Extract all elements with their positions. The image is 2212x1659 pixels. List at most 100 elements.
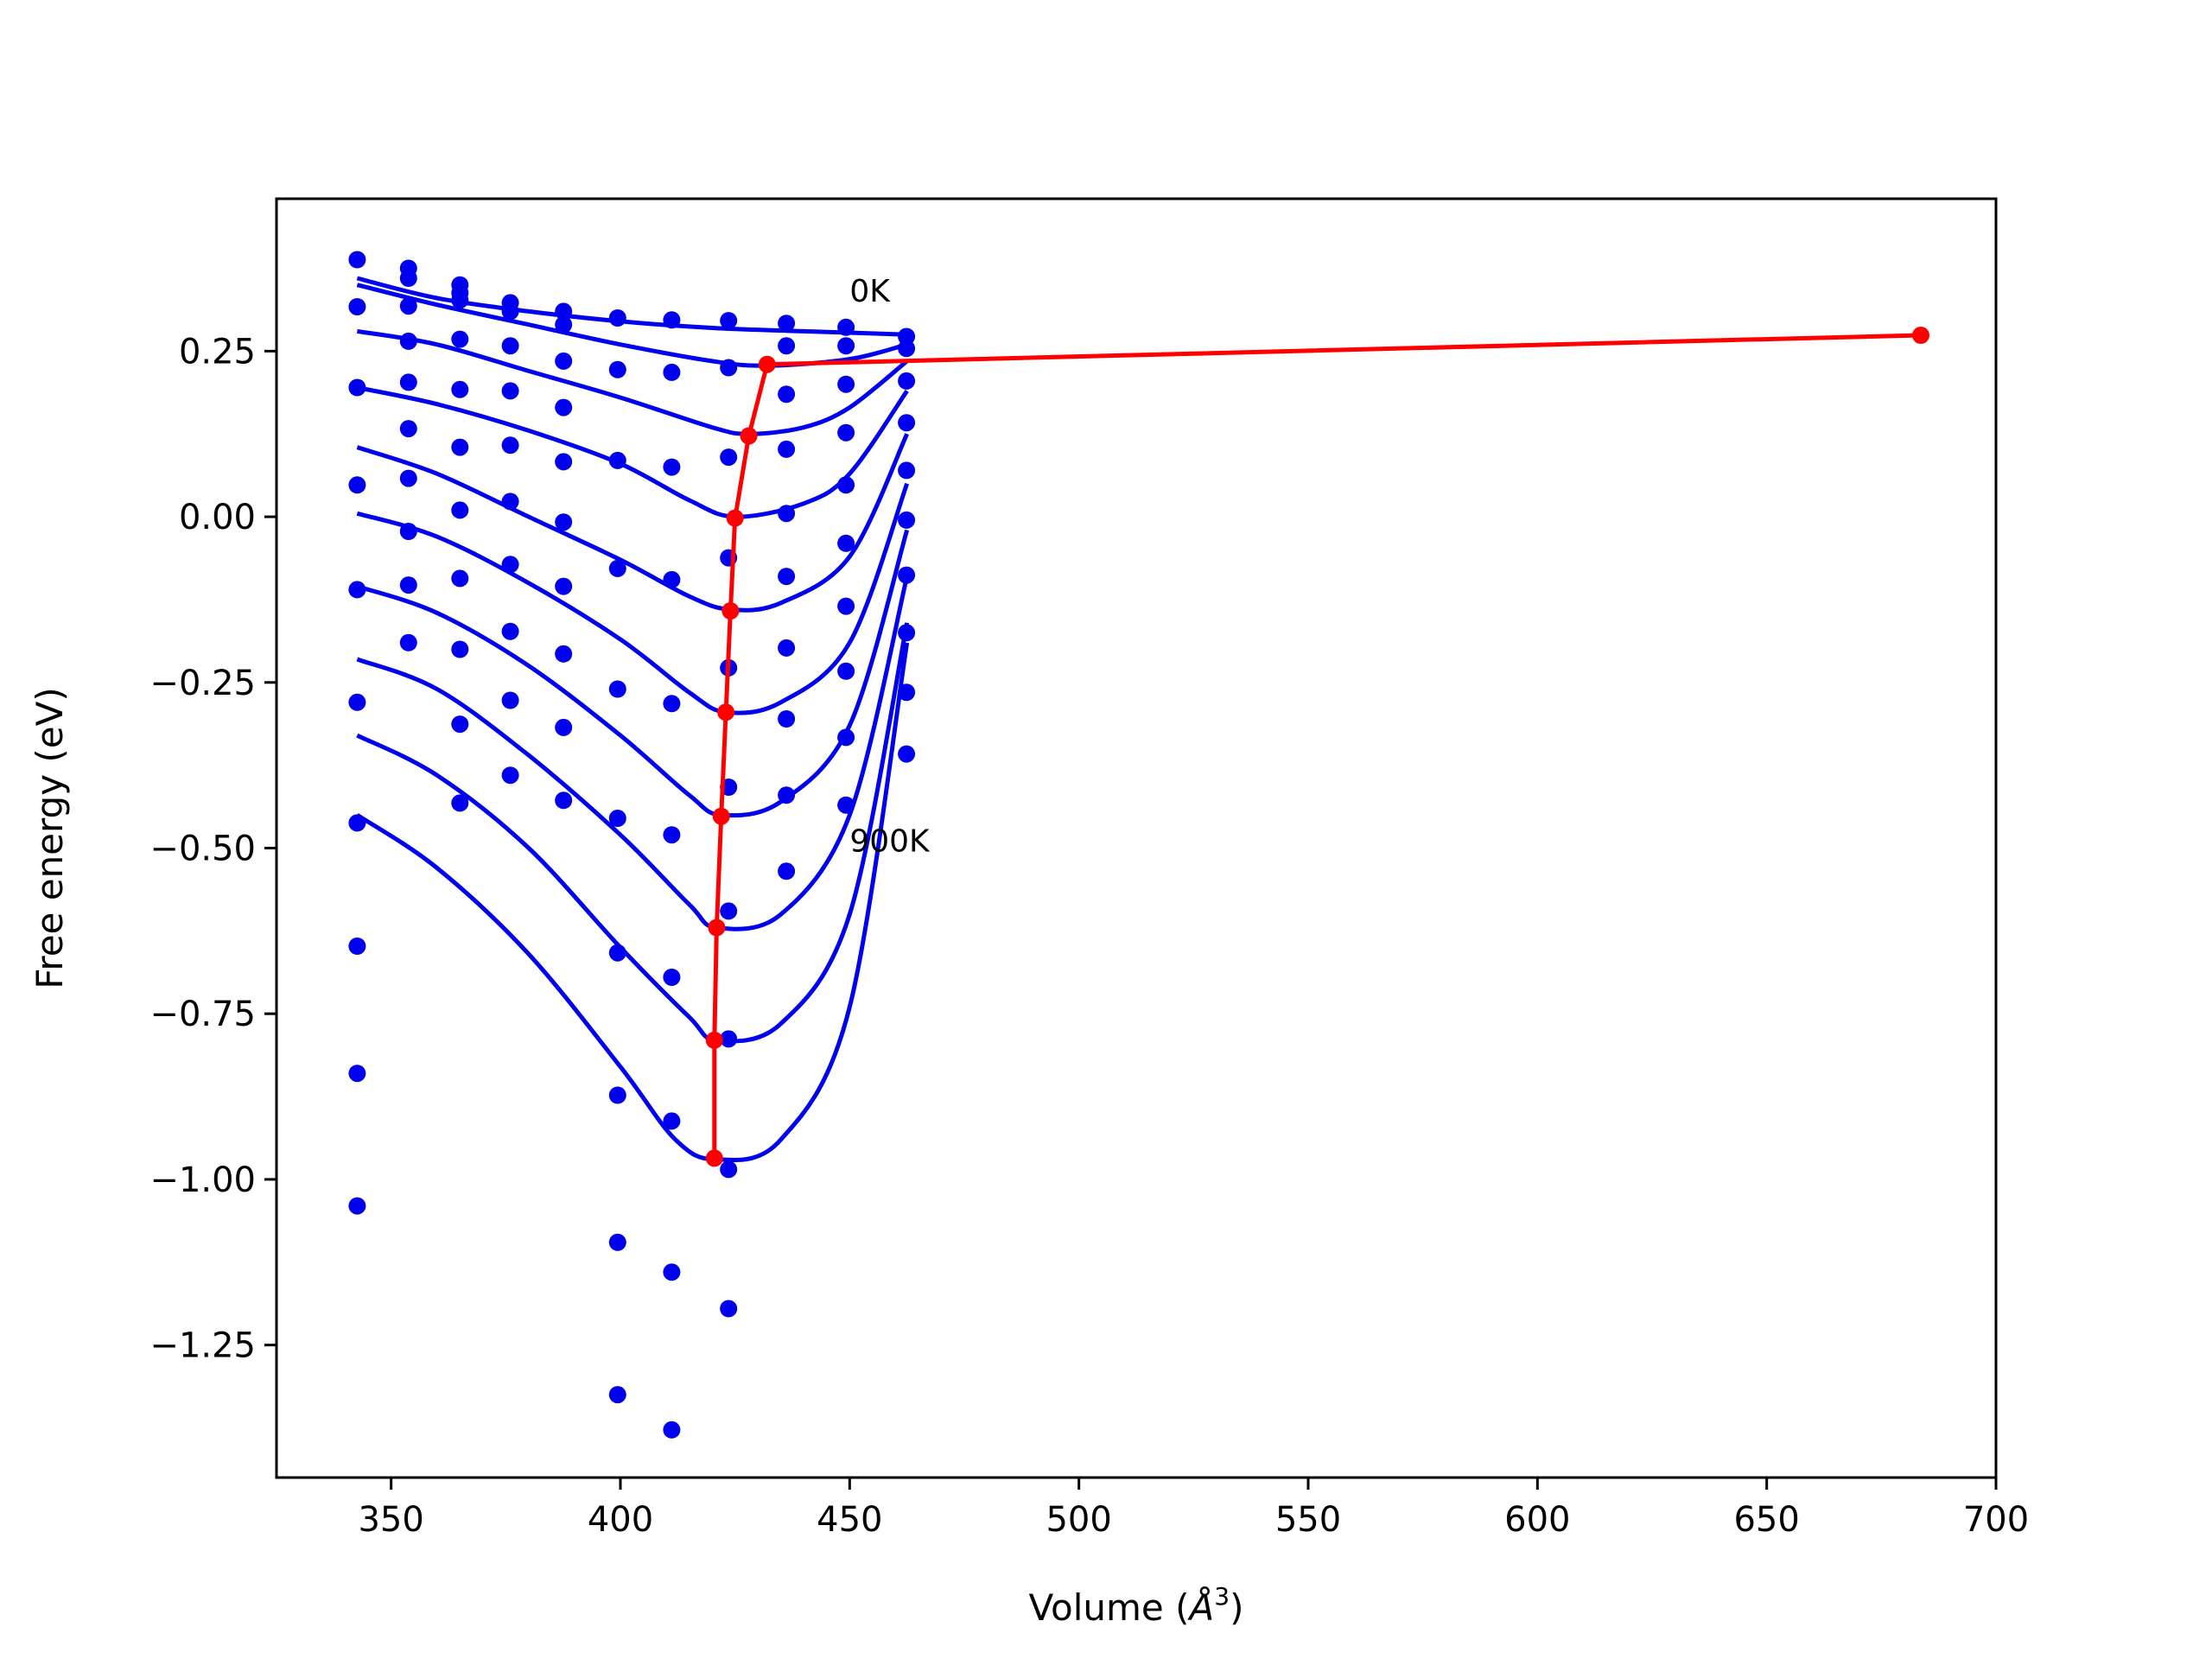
data-point [663, 695, 681, 713]
data-point [451, 330, 469, 348]
data-point [898, 414, 916, 432]
data-point [399, 523, 417, 540]
data-point [663, 1263, 681, 1281]
data-point [555, 453, 573, 471]
x-tick-label: 550 [1275, 1500, 1341, 1540]
fit-curve-7 [356, 575, 910, 931]
data-point [399, 469, 417, 487]
data-point [348, 938, 366, 955]
minimum-path-line [712, 333, 1922, 1159]
data-point [837, 318, 855, 336]
x-axis: 350 400 450 500 550 600 650 700 [358, 1478, 2029, 1540]
data-point [608, 1086, 626, 1104]
data-point [778, 786, 796, 804]
y-tick-label: −0.75 [149, 995, 256, 1034]
data-point [555, 302, 573, 321]
annotation-label: 900K [849, 823, 931, 859]
minimum-point [705, 1149, 723, 1167]
data-point [399, 332, 417, 350]
data-point [898, 624, 916, 642]
data-point [720, 1160, 738, 1179]
y-tick-label: −0.25 [149, 664, 256, 703]
minimum-point [1912, 327, 1929, 344]
data-point [501, 622, 519, 640]
x-tick-label: 650 [1733, 1500, 1799, 1540]
data-point [778, 505, 796, 523]
data-point [898, 461, 916, 480]
data-point [348, 1197, 366, 1215]
data-point [399, 297, 417, 315]
data-point [720, 312, 738, 330]
data-point [837, 534, 855, 552]
minimum-point [740, 427, 758, 445]
data-point [663, 311, 681, 329]
minimum-point [708, 918, 726, 937]
data-point [608, 559, 626, 577]
data-point [555, 513, 573, 531]
data-point [898, 683, 916, 702]
data-point [451, 640, 469, 658]
y-axis: −1.25 −1.00 −0.75 −0.50 −0.25 0.00 0.25 [149, 332, 276, 1366]
data-point [837, 375, 855, 393]
minimum-point [712, 807, 730, 825]
data-point [348, 298, 366, 315]
data-point [348, 814, 366, 832]
data-point [837, 597, 855, 615]
data-point [837, 728, 855, 747]
minimum-point [726, 509, 744, 527]
data-point [898, 372, 916, 390]
data-point [451, 501, 469, 519]
data-point [501, 337, 519, 355]
data-point [451, 438, 469, 456]
data-point [608, 309, 626, 327]
data-point [348, 693, 366, 711]
data-point [720, 1030, 738, 1048]
x-tick-label: 600 [1504, 1500, 1570, 1540]
data-point [720, 359, 738, 377]
minimum-point [721, 602, 740, 620]
data-point [898, 566, 916, 584]
annotations: 0K 900K [849, 274, 931, 859]
data-point [501, 766, 519, 785]
data-point [608, 1233, 626, 1251]
fit-curve-5 [356, 482, 910, 715]
data-point [501, 691, 519, 709]
x-tick-label: 400 [588, 1500, 653, 1540]
x-tick-label: 350 [358, 1500, 423, 1540]
y-tick-label: 0.00 [179, 498, 256, 537]
fit-curve-9 [356, 642, 910, 1162]
y-tick-label: 0.25 [179, 332, 256, 372]
data-point [898, 340, 916, 358]
data-point [898, 511, 916, 529]
data-point [663, 969, 681, 986]
fit-curve-4 [356, 433, 909, 613]
data-point [663, 458, 681, 476]
x-tick-label: 450 [817, 1500, 882, 1540]
data-point [501, 493, 519, 511]
minimum-point [758, 355, 776, 373]
data-point [451, 291, 469, 309]
y-tick-label: −0.50 [149, 830, 256, 869]
data-point [555, 577, 573, 595]
fit-curve-6 [356, 529, 910, 818]
fit-curve-3 [356, 385, 909, 519]
data-point [608, 944, 626, 962]
data-point [555, 398, 573, 416]
data-point [555, 315, 573, 334]
fit-curve-8 [356, 622, 910, 1044]
data-point [608, 810, 626, 827]
data-point [778, 568, 796, 586]
data-point [720, 1300, 738, 1318]
data-point [399, 576, 417, 594]
x-tick-label: 500 [1046, 1500, 1111, 1540]
data-point [837, 423, 855, 442]
data-point [778, 337, 796, 355]
data-point [837, 796, 855, 814]
data-point [348, 581, 366, 599]
data-point [399, 420, 417, 438]
data-point [837, 337, 855, 355]
data-point [399, 270, 417, 287]
data-point [608, 360, 626, 378]
data-point [555, 352, 573, 370]
